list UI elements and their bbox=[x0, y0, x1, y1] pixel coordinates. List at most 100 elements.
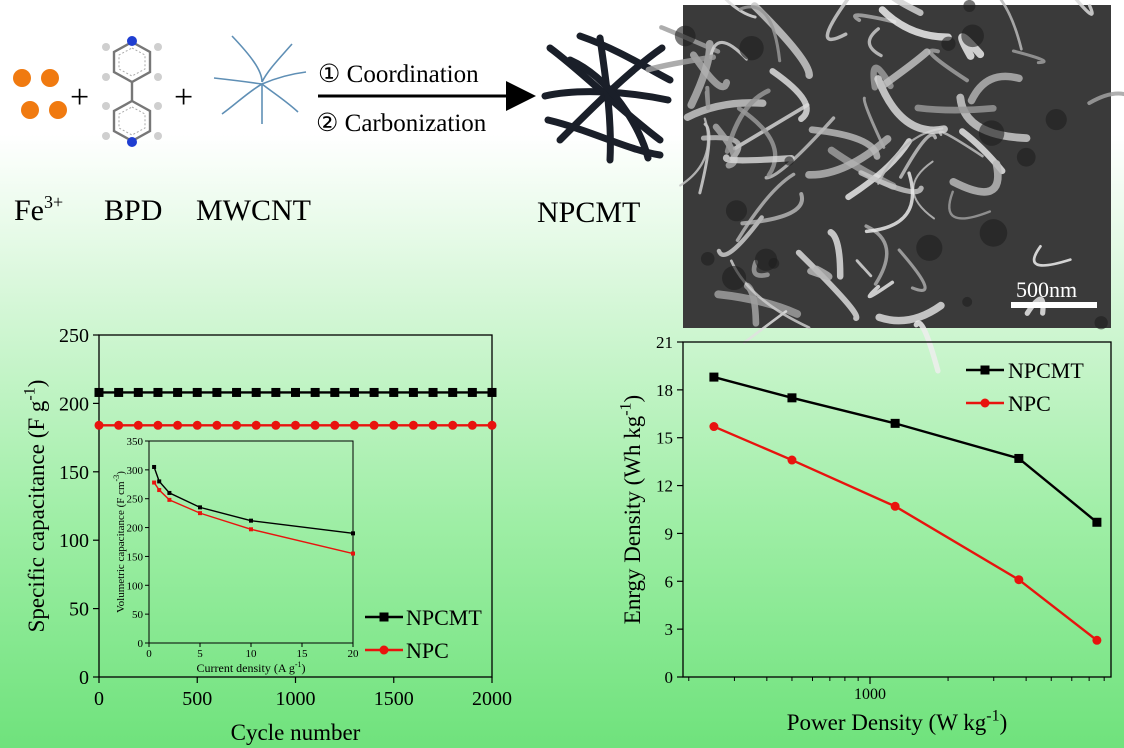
data-point bbox=[291, 387, 300, 397]
sem-fiber bbox=[716, 215, 764, 257]
inset-data-point bbox=[351, 551, 355, 556]
x-axis-label: Cycle number bbox=[231, 720, 361, 745]
data-point bbox=[153, 387, 163, 397]
sem-fiber bbox=[724, 0, 757, 19]
data-point bbox=[133, 387, 143, 397]
sem-fiber bbox=[853, 13, 897, 24]
data-point bbox=[310, 387, 320, 397]
data-point bbox=[212, 420, 222, 430]
sem-fiber bbox=[808, 126, 881, 160]
inset-data-point bbox=[198, 511, 202, 516]
sem-fiber bbox=[825, 0, 850, 42]
legend-marker bbox=[379, 612, 389, 622]
sem-fiber bbox=[1011, 49, 1046, 65]
sem-pore bbox=[784, 156, 794, 166]
sem-pore bbox=[962, 296, 973, 307]
sem-fiber bbox=[913, 320, 941, 374]
sem-fiber bbox=[878, 48, 931, 90]
inset-x-tick-label: 10 bbox=[246, 648, 258, 660]
mwcnt-icon bbox=[213, 35, 307, 124]
inset-data-point bbox=[351, 531, 355, 536]
sem-pore bbox=[916, 234, 943, 261]
ragone-chart: 1000 0 3 6 9 12 15 18 21 Power Density (W kg-1) En… bbox=[617, 333, 1112, 735]
legend-label: NPC bbox=[1008, 391, 1051, 416]
data-point bbox=[1092, 517, 1102, 527]
sem-fiber bbox=[679, 117, 710, 187]
data-point bbox=[133, 420, 143, 430]
nitrogen-atom bbox=[127, 36, 137, 46]
sem-pore bbox=[963, 0, 976, 12]
fe-ion-dot bbox=[49, 101, 67, 119]
data-point bbox=[94, 387, 104, 397]
sem-fiber bbox=[867, 280, 895, 299]
fe-label: Fe3+ bbox=[14, 192, 63, 227]
data-point bbox=[408, 387, 418, 397]
sem-fiber bbox=[949, 160, 1002, 196]
sem-fiber bbox=[864, 171, 915, 234]
inset-frame bbox=[148, 440, 354, 644]
data-point bbox=[349, 420, 359, 430]
data-point bbox=[330, 387, 340, 397]
data-point bbox=[1014, 453, 1024, 463]
sem-pore bbox=[1094, 316, 1108, 330]
sem-pore bbox=[768, 258, 780, 269]
inset-y-tick-label: 0 bbox=[138, 638, 144, 650]
data-point bbox=[389, 387, 399, 397]
sem-fiber bbox=[712, 123, 738, 169]
sem-pore bbox=[722, 265, 747, 291]
data-point bbox=[1092, 635, 1102, 645]
y-tick-label: 250 bbox=[59, 325, 89, 347]
sem-fiber bbox=[928, 48, 969, 83]
sem-fiber bbox=[897, 248, 927, 292]
scale-bar-label: 500nm bbox=[1016, 277, 1077, 302]
data-point bbox=[408, 420, 418, 430]
y-tick-label: 21 bbox=[656, 333, 673, 352]
inset-x-axis-label: Current density (A g-1) bbox=[197, 660, 306, 675]
x-tick-label: 1000 bbox=[854, 686, 886, 703]
data-point bbox=[467, 420, 477, 430]
sem-fiber bbox=[874, 75, 948, 134]
data-point bbox=[369, 420, 379, 430]
y-tick-label: 12 bbox=[656, 477, 673, 496]
npcmt-label: NPCMT bbox=[537, 196, 640, 229]
data-point bbox=[192, 387, 202, 397]
sem-fiber bbox=[1032, 244, 1072, 267]
y-tick-label: 200 bbox=[59, 393, 89, 415]
sem-fiber bbox=[891, 0, 924, 16]
plus-sign: + bbox=[174, 79, 193, 116]
sem-fiber bbox=[855, 259, 873, 278]
inset-data-point bbox=[167, 490, 172, 495]
fe-ion-dot bbox=[41, 69, 59, 87]
data-point bbox=[428, 420, 438, 430]
sem-fiber bbox=[735, 172, 796, 243]
inset-y-tick-label: 150 bbox=[127, 551, 144, 563]
inset-y-tick-label: 100 bbox=[127, 580, 144, 592]
data-point bbox=[709, 422, 719, 432]
data-point bbox=[709, 372, 719, 382]
sem-fiber bbox=[1024, 296, 1046, 316]
legend-marker bbox=[980, 398, 990, 408]
data-point bbox=[890, 501, 900, 511]
data-point bbox=[487, 387, 497, 397]
sem-fiber bbox=[743, 310, 788, 344]
data-point bbox=[389, 420, 399, 430]
inset-y-tick-label: 300 bbox=[127, 465, 144, 477]
sem-fiber bbox=[751, 259, 770, 278]
sem-fiber bbox=[999, 0, 1023, 51]
sem-fiber bbox=[740, 192, 805, 226]
data-point bbox=[787, 393, 797, 403]
inset-x-tick-label: 15 bbox=[297, 648, 309, 660]
y-tick-label: 3 bbox=[665, 620, 674, 639]
y-tick-label: 100 bbox=[59, 530, 89, 552]
legend-label: NPC bbox=[406, 638, 449, 663]
inset-y-tick-label: 200 bbox=[127, 523, 144, 535]
sem-pore bbox=[979, 219, 1008, 247]
fe-ion-dot bbox=[21, 101, 39, 119]
data-point bbox=[467, 387, 477, 397]
sem-fiber bbox=[967, 72, 1023, 105]
y-tick-label: 18 bbox=[656, 381, 673, 400]
x-tick-label: 1500 bbox=[374, 688, 414, 710]
sem-pore bbox=[700, 252, 715, 266]
